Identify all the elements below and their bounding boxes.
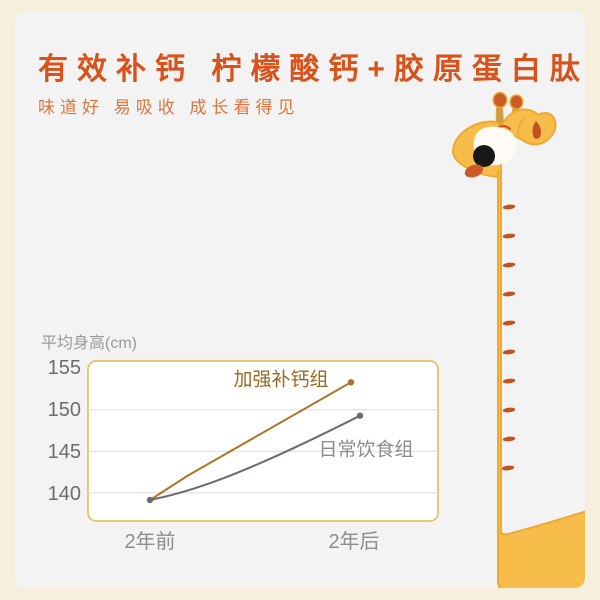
svg-text:145: 145 [48, 441, 81, 463]
svg-text:155: 155 [48, 357, 81, 379]
svg-text:日常饮食组: 日常饮食组 [318, 439, 413, 461]
svg-text:140: 140 [48, 483, 81, 505]
svg-text:2年前: 2年前 [124, 530, 175, 553]
svg-text:2年后: 2年后 [328, 530, 379, 553]
svg-text:150: 150 [48, 399, 81, 421]
svg-text:加强补钙组: 加强补钙组 [233, 369, 328, 391]
